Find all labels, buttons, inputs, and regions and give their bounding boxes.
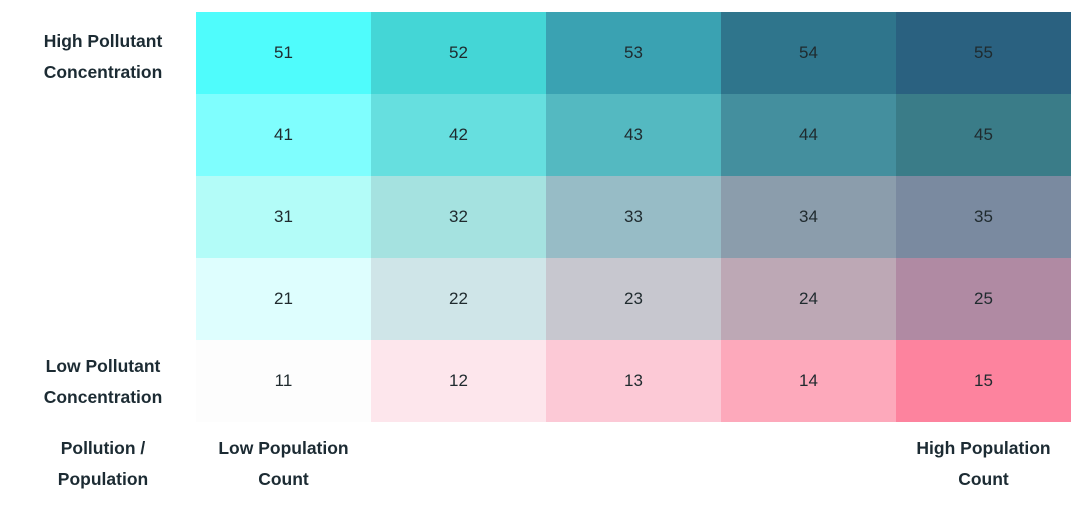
heatmap-cell: 53 [546,12,721,94]
high-population-label-line1: High Population [916,438,1051,458]
corner-label-line1: Pollution / [60,438,146,458]
high-population-label: High Population Count [896,433,1071,495]
heatmap-cell: 45 [896,94,1071,176]
low-pollutant-label: Low Pollutant Concentration [10,351,196,413]
high-pollutant-label-line1: High Pollutant [43,31,163,51]
heatmap-cell: 41 [196,94,371,176]
heatmap-cell: 33 [546,176,721,258]
heatmap-cell: 21 [196,258,371,340]
heatmap-cell: 11 [196,340,371,422]
heatmap-cell: 44 [721,94,896,176]
heatmap-cell: 54 [721,12,896,94]
low-population-label: Low Population Count [196,433,371,495]
heatmap-cell: 14 [721,340,896,422]
high-population-label-line2: Count [958,469,1009,489]
corner-label: Pollution / Population [10,433,196,495]
heatmap-cell: 35 [896,176,1071,258]
high-pollutant-label: High Pollutant Concentration [10,26,196,88]
heatmap-cell: 12 [371,340,546,422]
heatmap-cell: 23 [546,258,721,340]
heatmap-cell: 34 [721,176,896,258]
heatmap-cell: 55 [896,12,1071,94]
heatmap-cell: 13 [546,340,721,422]
heatmap-cell: 25 [896,258,1071,340]
heatmap-cell: 31 [196,176,371,258]
heatmap-cell: 24 [721,258,896,340]
low-pollutant-label-line1: Low Pollutant [45,356,161,376]
heatmap-cell: 22 [371,258,546,340]
heatmap-cell: 52 [371,12,546,94]
low-population-label-line1: Low Population [218,438,349,458]
corner-label-line2: Population [57,469,149,489]
bivariate-matrix: 51 52 53 54 55 41 42 43 44 45 31 32 33 34 35 21 22 23 24 25… [196,12,1071,422]
high-pollutant-label-line2: Concentration [43,62,163,82]
heatmap-cell: 42 [371,94,546,176]
low-population-label-line2: Count [258,469,309,489]
heatmap-cell: 43 [546,94,721,176]
heatmap-cell: 51 [196,12,371,94]
heatmap-cell: 32 [371,176,546,258]
low-pollutant-label-line2: Concentration [43,387,163,407]
heatmap-cell: 15 [896,340,1071,422]
